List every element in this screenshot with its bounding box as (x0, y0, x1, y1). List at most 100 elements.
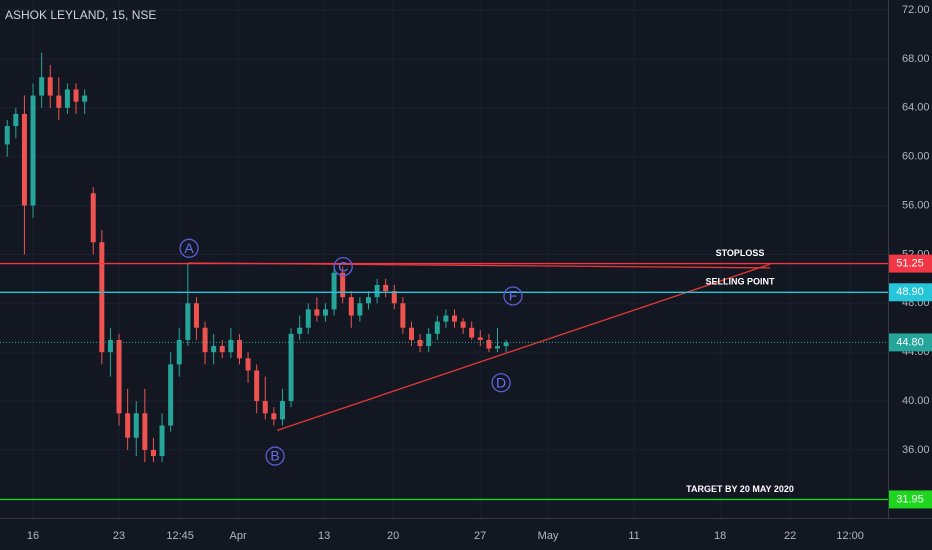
x-tick-label: 11 (628, 530, 639, 542)
candle-body (202, 327, 208, 353)
candle-body (142, 413, 148, 450)
x-tick-label: 13 (318, 530, 330, 542)
annotation-circle (333, 256, 353, 277)
price-badge-label: 48.90 (896, 286, 924, 298)
candle-body (426, 333, 432, 347)
candle-body (417, 339, 423, 347)
candle-body (168, 364, 174, 426)
candle-body (348, 297, 354, 316)
x-tick-label: 18 (714, 530, 726, 542)
candle-body (30, 95, 36, 206)
x-tick-label: May (538, 530, 559, 542)
annotation-circle (265, 446, 285, 466)
candle-body (340, 272, 346, 298)
candle-body (73, 89, 79, 102)
candle-body (400, 303, 406, 328)
candle-body (469, 327, 475, 338)
candle-body (460, 321, 466, 328)
candle-body (99, 242, 105, 353)
x-tick-label: 23 (113, 530, 125, 542)
annotation-circle (179, 238, 199, 258)
annotation-label: F (509, 288, 518, 304)
candle-body (64, 89, 70, 108)
level-label: SELLING POINT (705, 277, 775, 287)
candle-body (408, 327, 414, 340)
annotation-label: D (496, 374, 506, 390)
y-tick-label: 40.00 (902, 395, 930, 407)
y-tick-label: 68.00 (902, 53, 930, 65)
x-tick-label: Apr (230, 530, 247, 542)
x-tick-label: 22 (784, 530, 796, 542)
price-badge-label: 44.80 (896, 336, 924, 348)
candle-body (185, 303, 191, 340)
candle-body (13, 113, 19, 127)
candle-body (486, 339, 492, 349)
chart-title: ASHOK LEYLAND, 15, NSE (5, 8, 156, 22)
candle-body (331, 272, 337, 310)
candle-body (254, 370, 260, 402)
annotation-circle (491, 373, 511, 393)
candle-body (262, 401, 268, 414)
annotation-label: A (184, 240, 194, 256)
candle-body (503, 342, 509, 347)
candle-body (21, 113, 27, 206)
candle-body (305, 309, 311, 328)
candle-body (133, 413, 139, 438)
x-tick-label: 20 (387, 530, 399, 542)
candle-body (383, 284, 389, 292)
price-badge (889, 283, 932, 302)
candle-body (279, 401, 285, 420)
candle-body (150, 449, 156, 457)
candle-body (39, 77, 45, 96)
candle-body (56, 95, 62, 108)
annotation-label: B (270, 448, 279, 464)
candle-body (236, 339, 242, 359)
candle-body (90, 193, 96, 243)
candle-body (451, 315, 457, 322)
level-label: STOPLOSS (716, 248, 765, 258)
candle-body (297, 327, 303, 334)
y-tick-label: 64.00 (902, 102, 930, 114)
price-badge (889, 333, 932, 352)
annotation-circle (503, 286, 523, 306)
candle-body (322, 309, 328, 316)
candle-body (228, 339, 234, 353)
candle-body (82, 95, 88, 102)
candle-body (314, 309, 320, 316)
candle-body (4, 126, 10, 145)
y-tick-label: 60.00 (902, 151, 930, 163)
level-label: TARGET BY 20 MAY 2020 (686, 484, 794, 494)
candle-body (47, 77, 53, 96)
candle-body (434, 321, 440, 334)
y-tick-label: 56.00 (902, 199, 930, 211)
y-tick-label: 52.00 (902, 248, 930, 260)
x-tick-label: 12:45 (166, 530, 194, 542)
price-badge-label: 31.95 (896, 493, 924, 505)
candle-body (495, 346, 501, 349)
candle-body (443, 315, 449, 322)
candle-body (477, 337, 483, 340)
x-tick-label: 16 (27, 530, 39, 542)
price-badge-label: 51.25 (896, 257, 924, 269)
candle-body (288, 333, 294, 402)
x-tick-label: 27 (474, 530, 486, 542)
candle-body (107, 339, 113, 353)
annotation-label: C (338, 258, 348, 274)
candle-body (211, 346, 217, 353)
candle-body (365, 297, 371, 304)
candle-body (125, 413, 131, 438)
candle-body (176, 339, 182, 365)
candle-body (159, 425, 165, 457)
candle-body (391, 291, 397, 304)
candle-body (193, 303, 199, 328)
candle-body (245, 358, 251, 371)
candle-body (116, 339, 122, 414)
candle-body (357, 303, 363, 316)
x-tick-label: 12:00 (836, 530, 864, 542)
candle-body (271, 413, 277, 420)
price-badge (889, 254, 932, 273)
candle-body (219, 346, 225, 353)
price-badge (889, 490, 932, 509)
